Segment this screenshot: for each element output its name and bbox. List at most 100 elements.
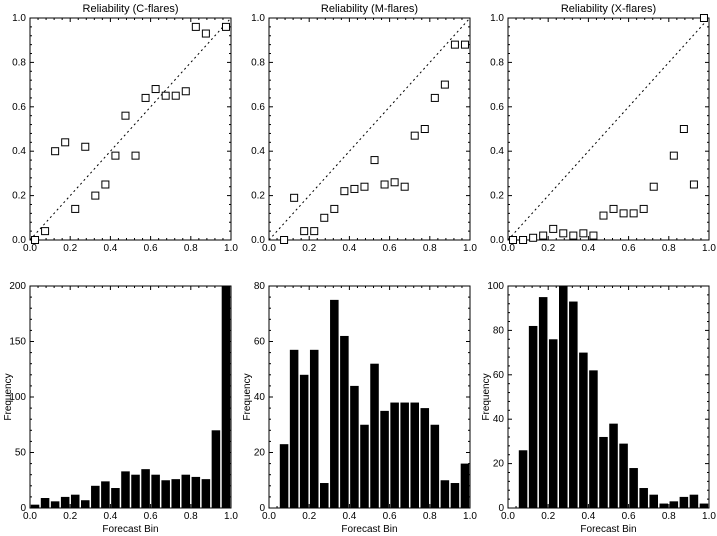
data-marker xyxy=(222,23,229,30)
panel-title: Reliability (C-flares) xyxy=(83,3,179,15)
svg-text:100: 100 xyxy=(487,281,504,292)
histogram-bar xyxy=(579,353,588,508)
histogram-bar xyxy=(639,488,648,508)
data-marker xyxy=(670,152,677,159)
svg-text:40: 40 xyxy=(254,392,266,403)
data-marker xyxy=(311,228,318,235)
histogram-bar xyxy=(519,450,528,508)
data-marker xyxy=(351,185,358,192)
data-marker xyxy=(122,112,129,119)
x-axis-label: Forecast Bin xyxy=(580,524,636,535)
data-marker xyxy=(132,152,139,159)
data-marker xyxy=(62,139,69,146)
histogram-bar xyxy=(212,430,221,508)
histogram-bar xyxy=(121,471,130,508)
histogram-bar xyxy=(370,364,379,508)
svg-text:0.8: 0.8 xyxy=(423,243,437,254)
svg-text:200: 200 xyxy=(9,281,26,292)
svg-text:60: 60 xyxy=(254,337,266,348)
svg-text:0.8: 0.8 xyxy=(490,57,504,68)
svg-text:0.6: 0.6 xyxy=(383,511,397,522)
svg-text:80: 80 xyxy=(493,325,505,336)
data-marker xyxy=(650,183,657,190)
data-marker xyxy=(441,81,448,88)
panel-title: Reliability (X-flares) xyxy=(561,3,656,15)
histogram-bar xyxy=(182,475,191,508)
svg-text:1.0: 1.0 xyxy=(463,243,477,254)
histogram-bar xyxy=(400,403,409,508)
data-marker xyxy=(371,157,378,164)
data-marker xyxy=(381,181,388,188)
svg-text:0.4: 0.4 xyxy=(342,243,356,254)
svg-text:1.0: 1.0 xyxy=(224,243,238,254)
svg-text:50: 50 xyxy=(15,448,27,459)
histogram-bar xyxy=(171,479,180,508)
data-marker xyxy=(102,181,109,188)
data-marker xyxy=(391,179,398,186)
data-marker xyxy=(182,88,189,95)
svg-text:1.0: 1.0 xyxy=(702,511,716,522)
data-marker xyxy=(560,230,567,237)
svg-text:0: 0 xyxy=(20,503,26,514)
data-marker xyxy=(600,212,607,219)
data-marker xyxy=(162,92,169,99)
histogram-bar xyxy=(350,386,359,508)
histogram-bar xyxy=(629,468,638,508)
svg-text:0.8: 0.8 xyxy=(662,243,676,254)
y-axis-label: Frequency xyxy=(3,373,14,420)
data-marker xyxy=(680,126,687,133)
data-marker xyxy=(620,210,627,217)
svg-text:60: 60 xyxy=(493,370,505,381)
x-axis-label: Forecast Bin xyxy=(341,524,397,535)
svg-text:0.4: 0.4 xyxy=(581,243,595,254)
svg-text:0.0: 0.0 xyxy=(251,235,265,246)
histogram-bar xyxy=(700,504,709,508)
data-marker xyxy=(291,194,298,201)
histogram-bar xyxy=(91,486,100,508)
svg-text:0.6: 0.6 xyxy=(490,102,504,113)
histogram-bar xyxy=(51,501,60,508)
svg-text:0.4: 0.4 xyxy=(342,511,356,522)
svg-text:0.6: 0.6 xyxy=(12,102,26,113)
histogram-bar xyxy=(340,336,349,508)
data-marker xyxy=(341,188,348,195)
svg-text:0.6: 0.6 xyxy=(144,511,158,522)
y-axis-label: Frequency xyxy=(242,373,253,420)
histogram-bar xyxy=(690,495,699,508)
histogram-bar xyxy=(410,403,419,508)
data-marker xyxy=(281,237,288,244)
histogram-bar xyxy=(151,475,160,508)
histogram-bar xyxy=(390,403,399,508)
svg-text:1.0: 1.0 xyxy=(463,511,477,522)
histogram-bar xyxy=(670,501,679,508)
svg-text:0.8: 0.8 xyxy=(662,511,676,522)
histogram-bar xyxy=(380,411,389,508)
svg-text:0.2: 0.2 xyxy=(541,511,555,522)
svg-text:0.4: 0.4 xyxy=(490,146,504,157)
data-marker xyxy=(431,94,438,101)
histogram-bar xyxy=(71,495,80,508)
histogram-bar xyxy=(461,464,470,508)
histogram-bar xyxy=(202,479,211,508)
svg-text:0.6: 0.6 xyxy=(144,243,158,254)
svg-text:0.8: 0.8 xyxy=(423,511,437,522)
histogram-bar xyxy=(549,339,558,508)
data-marker xyxy=(152,86,159,93)
data-marker xyxy=(610,205,617,212)
data-marker xyxy=(92,192,99,199)
histogram-panel-2: 0.00.20.40.60.81.0020406080100Forecast B… xyxy=(478,268,717,536)
histogram-bar xyxy=(131,475,140,508)
histogram-bar xyxy=(421,408,430,508)
data-marker xyxy=(550,225,557,232)
svg-text:0.6: 0.6 xyxy=(251,102,265,113)
histogram-bar xyxy=(310,350,319,508)
histogram-bar xyxy=(569,302,578,508)
svg-text:1.0: 1.0 xyxy=(224,511,238,522)
diagonal-reference-line xyxy=(30,18,231,240)
data-marker xyxy=(172,92,179,99)
data-marker xyxy=(192,23,199,30)
histogram-bar xyxy=(61,497,70,508)
data-marker xyxy=(580,230,587,237)
data-marker xyxy=(640,205,647,212)
data-marker xyxy=(202,30,209,37)
